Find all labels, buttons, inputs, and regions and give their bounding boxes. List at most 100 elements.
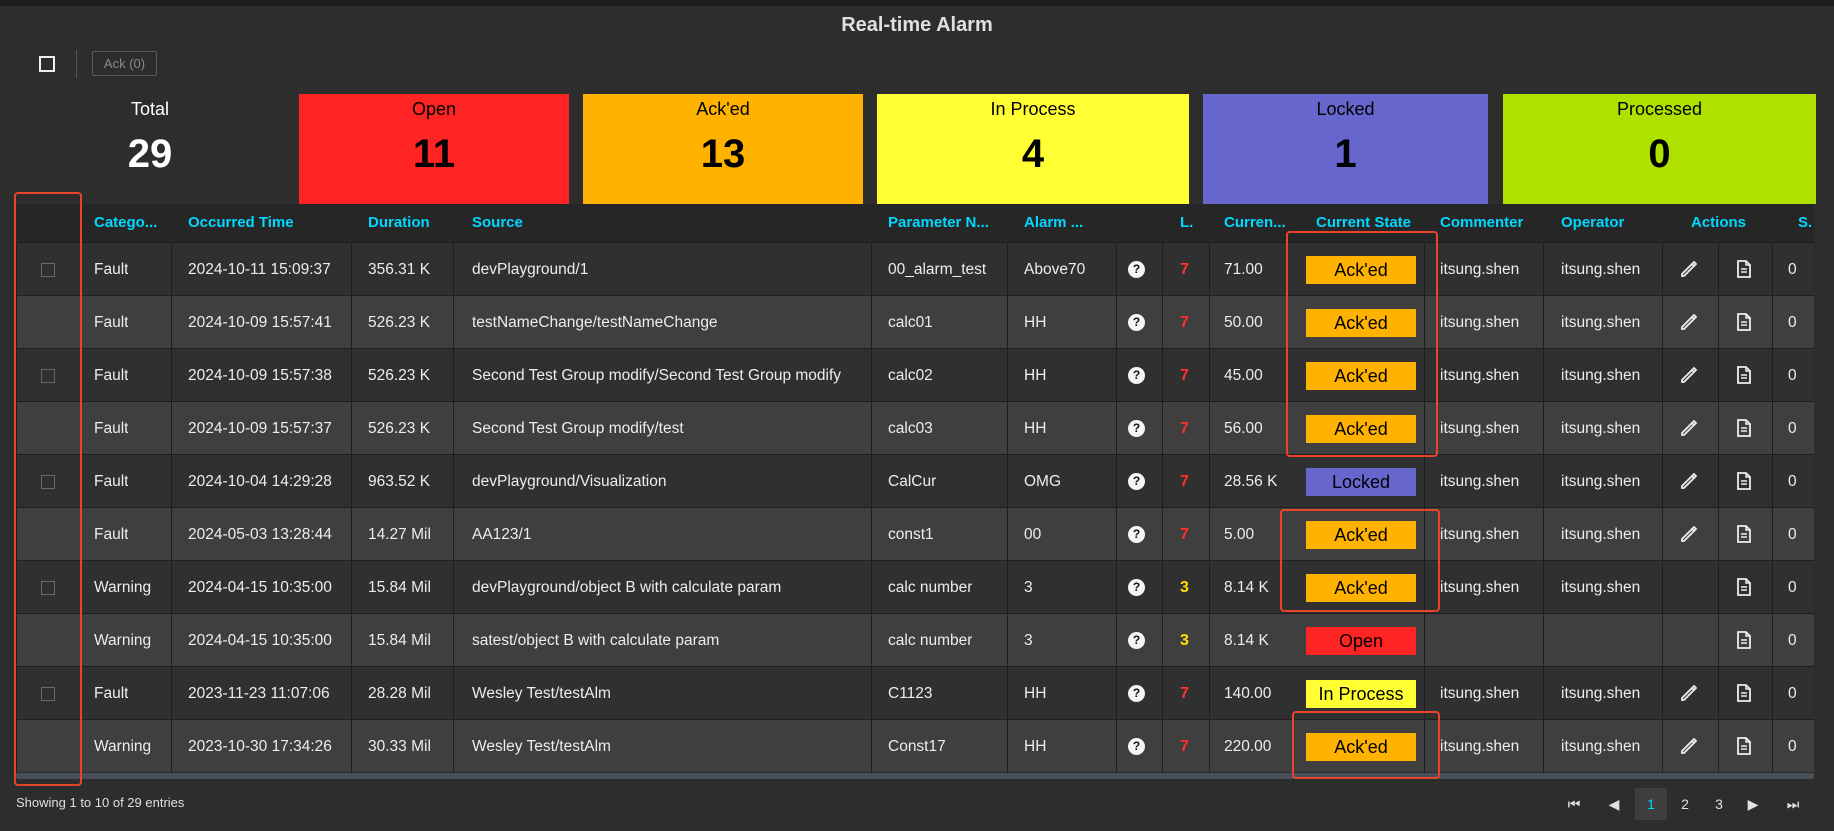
help-icon[interactable]: ?: [1128, 632, 1145, 649]
cell-s: 0: [1788, 420, 1797, 437]
last-page-icon[interactable]: ⏭: [1786, 796, 1800, 812]
summary-card-ack-ed[interactable]: Ack'ed 13: [583, 94, 863, 204]
column-divider: [171, 667, 172, 719]
table-row[interactable]: Warning 2024-04-15 10:35:00 15.84 Mil devPl…: [16, 560, 1814, 613]
document-icon[interactable]: [1734, 524, 1754, 544]
column-header-11[interactable]: Actions: [1691, 214, 1747, 231]
table-row[interactable]: Fault 2024-10-09 15:57:37 526.23 K Second T…: [16, 401, 1814, 454]
column-divider: [1772, 508, 1773, 560]
table-row[interactable]: Fault 2024-10-11 15:09:37 356.31 K devPlayg…: [16, 242, 1814, 295]
select-all-checkbox[interactable]: [39, 56, 55, 72]
column-divider: [1424, 455, 1425, 507]
document-icon[interactable]: [1734, 683, 1754, 703]
column-divider: [1718, 561, 1719, 613]
highlight-ack-group-3: [1292, 711, 1440, 779]
table-row[interactable]: Fault 2024-10-04 14:29:28 963.52 K devPlayg…: [16, 454, 1814, 507]
help-icon[interactable]: ?: [1128, 526, 1145, 543]
column-divider: [1772, 243, 1773, 295]
page-1-button[interactable]: 1: [1635, 788, 1667, 820]
table-row[interactable]: Warning 2023-10-30 17:34:26 30.33 Mil Wesle…: [16, 719, 1814, 772]
edit-pencil-icon[interactable]: [1679, 418, 1699, 438]
column-divider: [1772, 296, 1773, 348]
page-3-button[interactable]: 3: [1715, 796, 1723, 812]
edit-pencil-icon[interactable]: [1679, 736, 1699, 756]
column-divider: [1424, 349, 1425, 401]
document-icon[interactable]: [1734, 577, 1754, 597]
ack-button[interactable]: Ack (0): [92, 51, 157, 76]
row-checkbox[interactable]: [41, 581, 55, 595]
cell-alarm: HH: [1024, 314, 1047, 331]
column-header-7[interactable]: Curren...: [1224, 214, 1286, 231]
column-divider: [1543, 455, 1544, 507]
help-icon[interactable]: ?: [1128, 738, 1145, 755]
document-icon[interactable]: [1734, 418, 1754, 438]
column-header-3[interactable]: Source: [472, 214, 523, 231]
column-divider: [16, 614, 17, 666]
summary-card-open[interactable]: Open 11: [299, 94, 569, 204]
help-icon[interactable]: ?: [1128, 685, 1145, 702]
column-divider: [1162, 296, 1163, 348]
edit-pencil-icon[interactable]: [1679, 471, 1699, 491]
edit-pencil-icon[interactable]: [1679, 365, 1699, 385]
document-icon[interactable]: [1734, 736, 1754, 756]
column-header-4[interactable]: Parameter N...: [888, 214, 989, 231]
document-icon[interactable]: [1734, 471, 1754, 491]
column-header-12[interactable]: S.: [1798, 214, 1813, 231]
summary-card-processed[interactable]: Processed 0: [1503, 94, 1816, 204]
first-page-icon[interactable]: ⏮: [1567, 796, 1581, 812]
column-divider: [1662, 402, 1663, 454]
table-row[interactable]: Fault 2023-11-23 11:07:06 28.28 Mil Wesley …: [16, 666, 1814, 719]
document-icon[interactable]: [1734, 259, 1754, 279]
edit-pencil-icon[interactable]: [1679, 683, 1699, 703]
column-divider: [16, 349, 17, 401]
row-checkbox[interactable]: [41, 263, 55, 277]
summary-card-in-process[interactable]: In Process 4: [877, 94, 1189, 204]
edit-pencil-icon[interactable]: [1679, 259, 1699, 279]
status-badge: Ack'ed: [1306, 521, 1416, 549]
column-divider: [1718, 402, 1719, 454]
column-divider: [171, 720, 172, 772]
column-divider: [16, 402, 17, 454]
edit-pencil-icon[interactable]: [1679, 312, 1699, 332]
column-header-8[interactable]: Current State: [1316, 214, 1412, 231]
table-row[interactable]: Fault 2024-05-03 13:28:44 14.27 Mil AA123/1…: [16, 507, 1814, 560]
column-divider: [1772, 667, 1773, 719]
summary-card-locked[interactable]: Locked 1: [1203, 94, 1488, 204]
column-divider: [871, 667, 872, 719]
edit-pencil-icon[interactable]: [1679, 524, 1699, 544]
help-icon[interactable]: ?: [1128, 473, 1145, 490]
table-row[interactable]: Fault 2024-10-09 15:57:38 526.23 K Second T…: [16, 348, 1814, 401]
row-checkbox[interactable]: [41, 475, 55, 489]
row-checkbox[interactable]: [41, 687, 55, 701]
column-header-1[interactable]: Occurred Time: [188, 214, 294, 231]
horizontal-scrollbar[interactable]: [16, 773, 1814, 779]
document-icon[interactable]: [1734, 312, 1754, 332]
column-header-5[interactable]: Alarm ...: [1024, 214, 1084, 231]
next-page-icon[interactable]: ▶: [1747, 796, 1759, 812]
summary-card-count: 4: [1021, 132, 1045, 176]
help-icon[interactable]: ?: [1128, 261, 1145, 278]
column-header-2[interactable]: Duration: [368, 214, 430, 231]
help-icon[interactable]: ?: [1128, 420, 1145, 437]
column-header-0[interactable]: Catego...: [94, 214, 158, 231]
page-2-button[interactable]: 2: [1681, 796, 1689, 812]
cell-s: 0: [1788, 738, 1797, 755]
column-header-9[interactable]: Commenter: [1440, 214, 1524, 231]
cell-alarm: HH: [1024, 420, 1047, 437]
help-icon[interactable]: ?: [1128, 314, 1145, 331]
table-row[interactable]: Fault 2024-10-09 15:57:41 526.23 K testName…: [16, 295, 1814, 348]
help-icon[interactable]: ?: [1128, 367, 1145, 384]
column-divider: [1543, 243, 1544, 295]
column-divider: [1162, 402, 1163, 454]
summary-card-total[interactable]: Total 29: [80, 94, 220, 204]
column-header-10[interactable]: Operator: [1561, 214, 1625, 231]
column-header-6[interactable]: L.: [1180, 214, 1194, 231]
cell-time: 2023-10-30 17:34:26: [188, 738, 332, 755]
prev-page-icon[interactable]: ◀: [1608, 796, 1620, 812]
cell-operator: itsung.shen: [1561, 420, 1641, 437]
table-row[interactable]: Warning 2024-04-15 10:35:00 15.84 Mil sates…: [16, 613, 1814, 666]
help-icon[interactable]: ?: [1128, 579, 1145, 596]
document-icon[interactable]: [1734, 365, 1754, 385]
document-icon[interactable]: [1734, 630, 1754, 650]
row-checkbox[interactable]: [41, 369, 55, 383]
